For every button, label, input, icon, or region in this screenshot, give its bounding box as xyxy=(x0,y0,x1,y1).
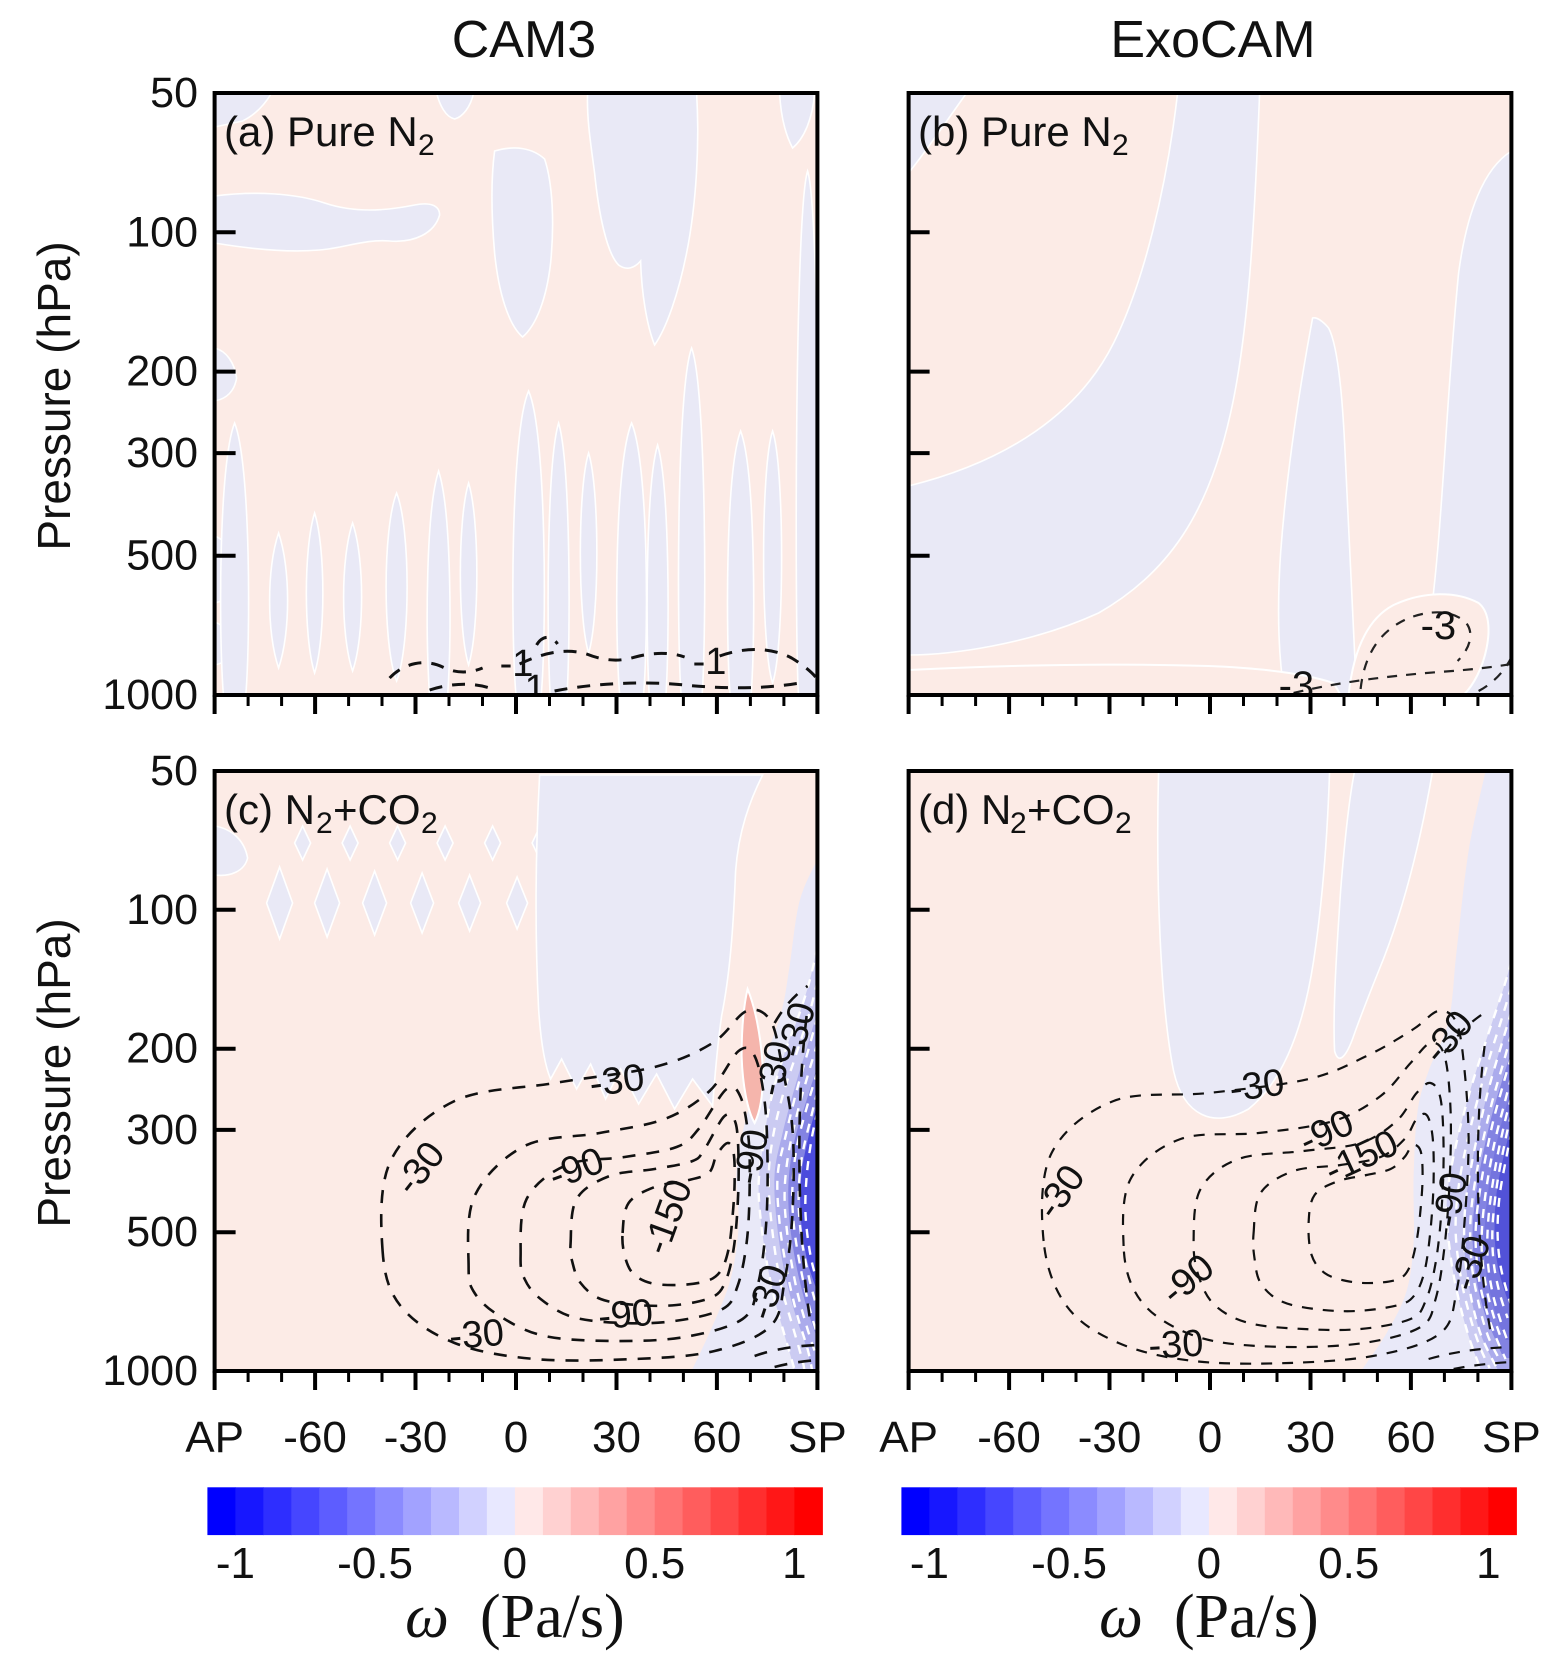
svg-text:500: 500 xyxy=(126,1208,198,1256)
svg-text:2: 2 xyxy=(418,129,435,162)
svg-text:0: 0 xyxy=(504,1413,528,1462)
svg-text:-0.5: -0.5 xyxy=(337,1539,413,1588)
svg-text:-60: -60 xyxy=(283,1413,347,1462)
svg-text:ω (Pa/s): ω (Pa/s) xyxy=(1099,1583,1318,1651)
svg-text:(a) Pure N: (a) Pure N xyxy=(224,108,418,155)
svg-text:-60: -60 xyxy=(977,1413,1041,1462)
svg-text:-1: -1 xyxy=(910,1539,949,1588)
svg-text:30: 30 xyxy=(1286,1413,1335,1462)
svg-text:500: 500 xyxy=(126,532,198,580)
svg-text:-1: -1 xyxy=(693,641,727,683)
svg-text:AP: AP xyxy=(879,1413,938,1462)
svg-text:2: 2 xyxy=(1115,807,1132,840)
svg-text:-30: -30 xyxy=(384,1413,448,1462)
svg-text:2: 2 xyxy=(1010,807,1027,840)
svg-text:30: 30 xyxy=(592,1413,641,1462)
svg-text:Pressure (hPa): Pressure (hPa) xyxy=(28,918,80,1227)
svg-text:-3: -3 xyxy=(1279,664,1315,708)
svg-text:+CO: +CO xyxy=(1027,786,1115,833)
svg-text:(d) N: (d) N xyxy=(918,786,1011,833)
svg-text:-1: -1 xyxy=(500,643,534,685)
svg-text:-30: -30 xyxy=(1227,1061,1287,1110)
svg-text:-90: -90 xyxy=(726,1126,777,1187)
svg-text:1000: 1000 xyxy=(102,671,198,719)
svg-text:300: 300 xyxy=(126,1106,198,1154)
svg-text:100: 100 xyxy=(126,886,198,934)
svg-text:2: 2 xyxy=(316,807,333,840)
svg-text:-30: -30 xyxy=(1147,1323,1204,1368)
svg-text:1: 1 xyxy=(525,668,546,710)
svg-text:0.5: 0.5 xyxy=(1318,1539,1379,1588)
svg-text:300: 300 xyxy=(126,429,198,477)
svg-text:-30: -30 xyxy=(587,1056,647,1105)
svg-text:(c) N: (c) N xyxy=(224,786,315,833)
svg-text:0: 0 xyxy=(1198,1413,1222,1462)
svg-text:1: 1 xyxy=(1476,1539,1500,1588)
svg-text:2: 2 xyxy=(421,807,438,840)
svg-text:Pressure (hPa): Pressure (hPa) xyxy=(28,241,80,550)
svg-text:AP: AP xyxy=(185,1413,244,1462)
svg-text:50: 50 xyxy=(150,747,198,795)
svg-text:60: 60 xyxy=(692,1413,741,1462)
svg-text:-30: -30 xyxy=(447,1312,505,1359)
svg-text:SP: SP xyxy=(788,1413,847,1462)
svg-text:-90: -90 xyxy=(596,1292,654,1339)
svg-text:0.5: 0.5 xyxy=(624,1539,685,1588)
svg-text:(b) Pure N: (b) Pure N xyxy=(918,108,1112,155)
svg-text:-3: -3 xyxy=(1421,604,1457,648)
svg-text:+CO: +CO xyxy=(333,786,421,833)
svg-text:200: 200 xyxy=(126,1025,198,1073)
svg-text:60: 60 xyxy=(1386,1413,1435,1462)
svg-text:-90: -90 xyxy=(1425,1169,1476,1230)
svg-text:ExoCAM: ExoCAM xyxy=(1110,11,1315,69)
svg-text:200: 200 xyxy=(126,348,198,396)
svg-text:-1: -1 xyxy=(216,1539,255,1588)
svg-text:100: 100 xyxy=(126,208,198,256)
svg-text:1000: 1000 xyxy=(102,1347,198,1395)
svg-text:2: 2 xyxy=(1112,129,1129,162)
svg-text:ω (Pa/s): ω (Pa/s) xyxy=(405,1583,624,1651)
svg-text:CAM3: CAM3 xyxy=(452,11,596,69)
svg-text:0: 0 xyxy=(1197,1539,1221,1588)
svg-text:50: 50 xyxy=(150,69,198,117)
svg-text:-30: -30 xyxy=(1078,1413,1142,1462)
svg-text:SP: SP xyxy=(1482,1413,1541,1462)
svg-text:1: 1 xyxy=(782,1539,806,1588)
svg-text:-0.5: -0.5 xyxy=(1031,1539,1107,1588)
svg-text:0: 0 xyxy=(503,1539,527,1588)
